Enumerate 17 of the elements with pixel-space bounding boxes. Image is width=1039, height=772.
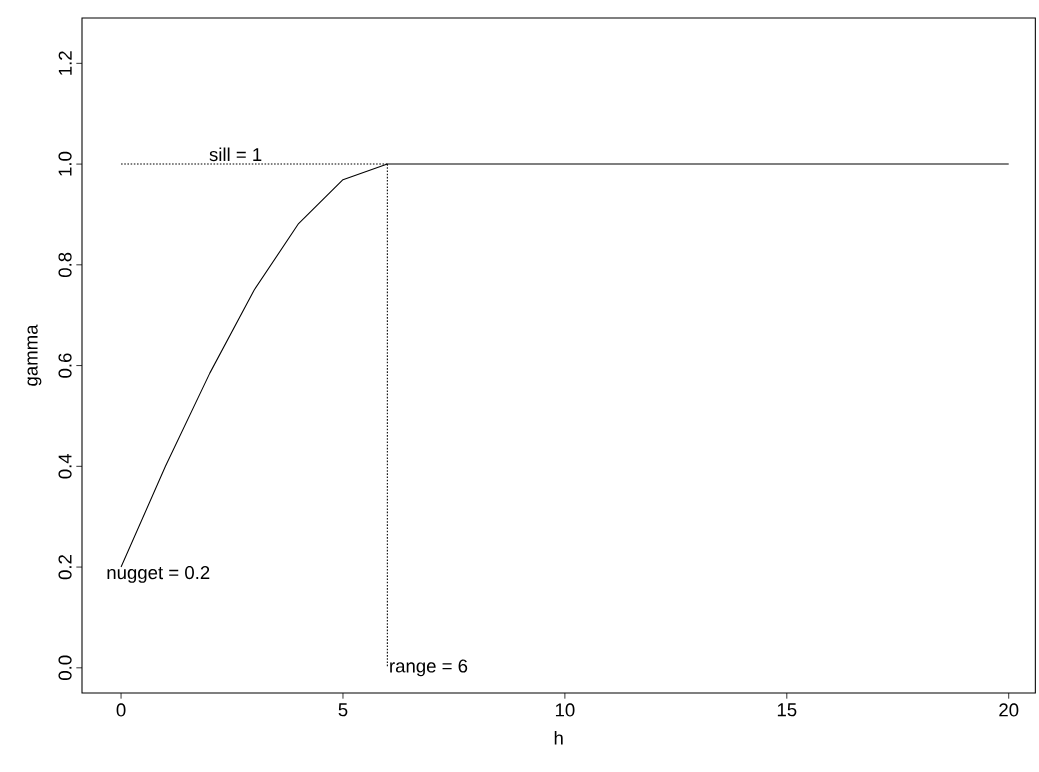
x-tick-label: 0 [116, 703, 126, 717]
y-axis-title: gamma [27, 324, 42, 386]
annotation: nugget = 0.2 [107, 565, 210, 583]
y-tick-label: 0.8 [58, 252, 72, 278]
x-tick-label: 15 [777, 703, 797, 717]
y-tick-label: 0.0 [58, 655, 72, 681]
annotation: sill = 1 [209, 147, 262, 162]
x-tick-label: 20 [999, 703, 1019, 717]
y-tick-label: 0.6 [58, 353, 72, 378]
x-tick-label: 10 [555, 703, 575, 717]
x-axis-title: h [554, 730, 563, 745]
y-tick-label: 0.4 [58, 453, 72, 479]
x-tick-label: 5 [338, 703, 348, 717]
annotation: range = 6 [390, 659, 468, 677]
y-tick-label: 0.2 [58, 555, 72, 580]
y-tick-label: 1.0 [58, 151, 72, 176]
y-tick-label: 1.2 [58, 51, 72, 75]
